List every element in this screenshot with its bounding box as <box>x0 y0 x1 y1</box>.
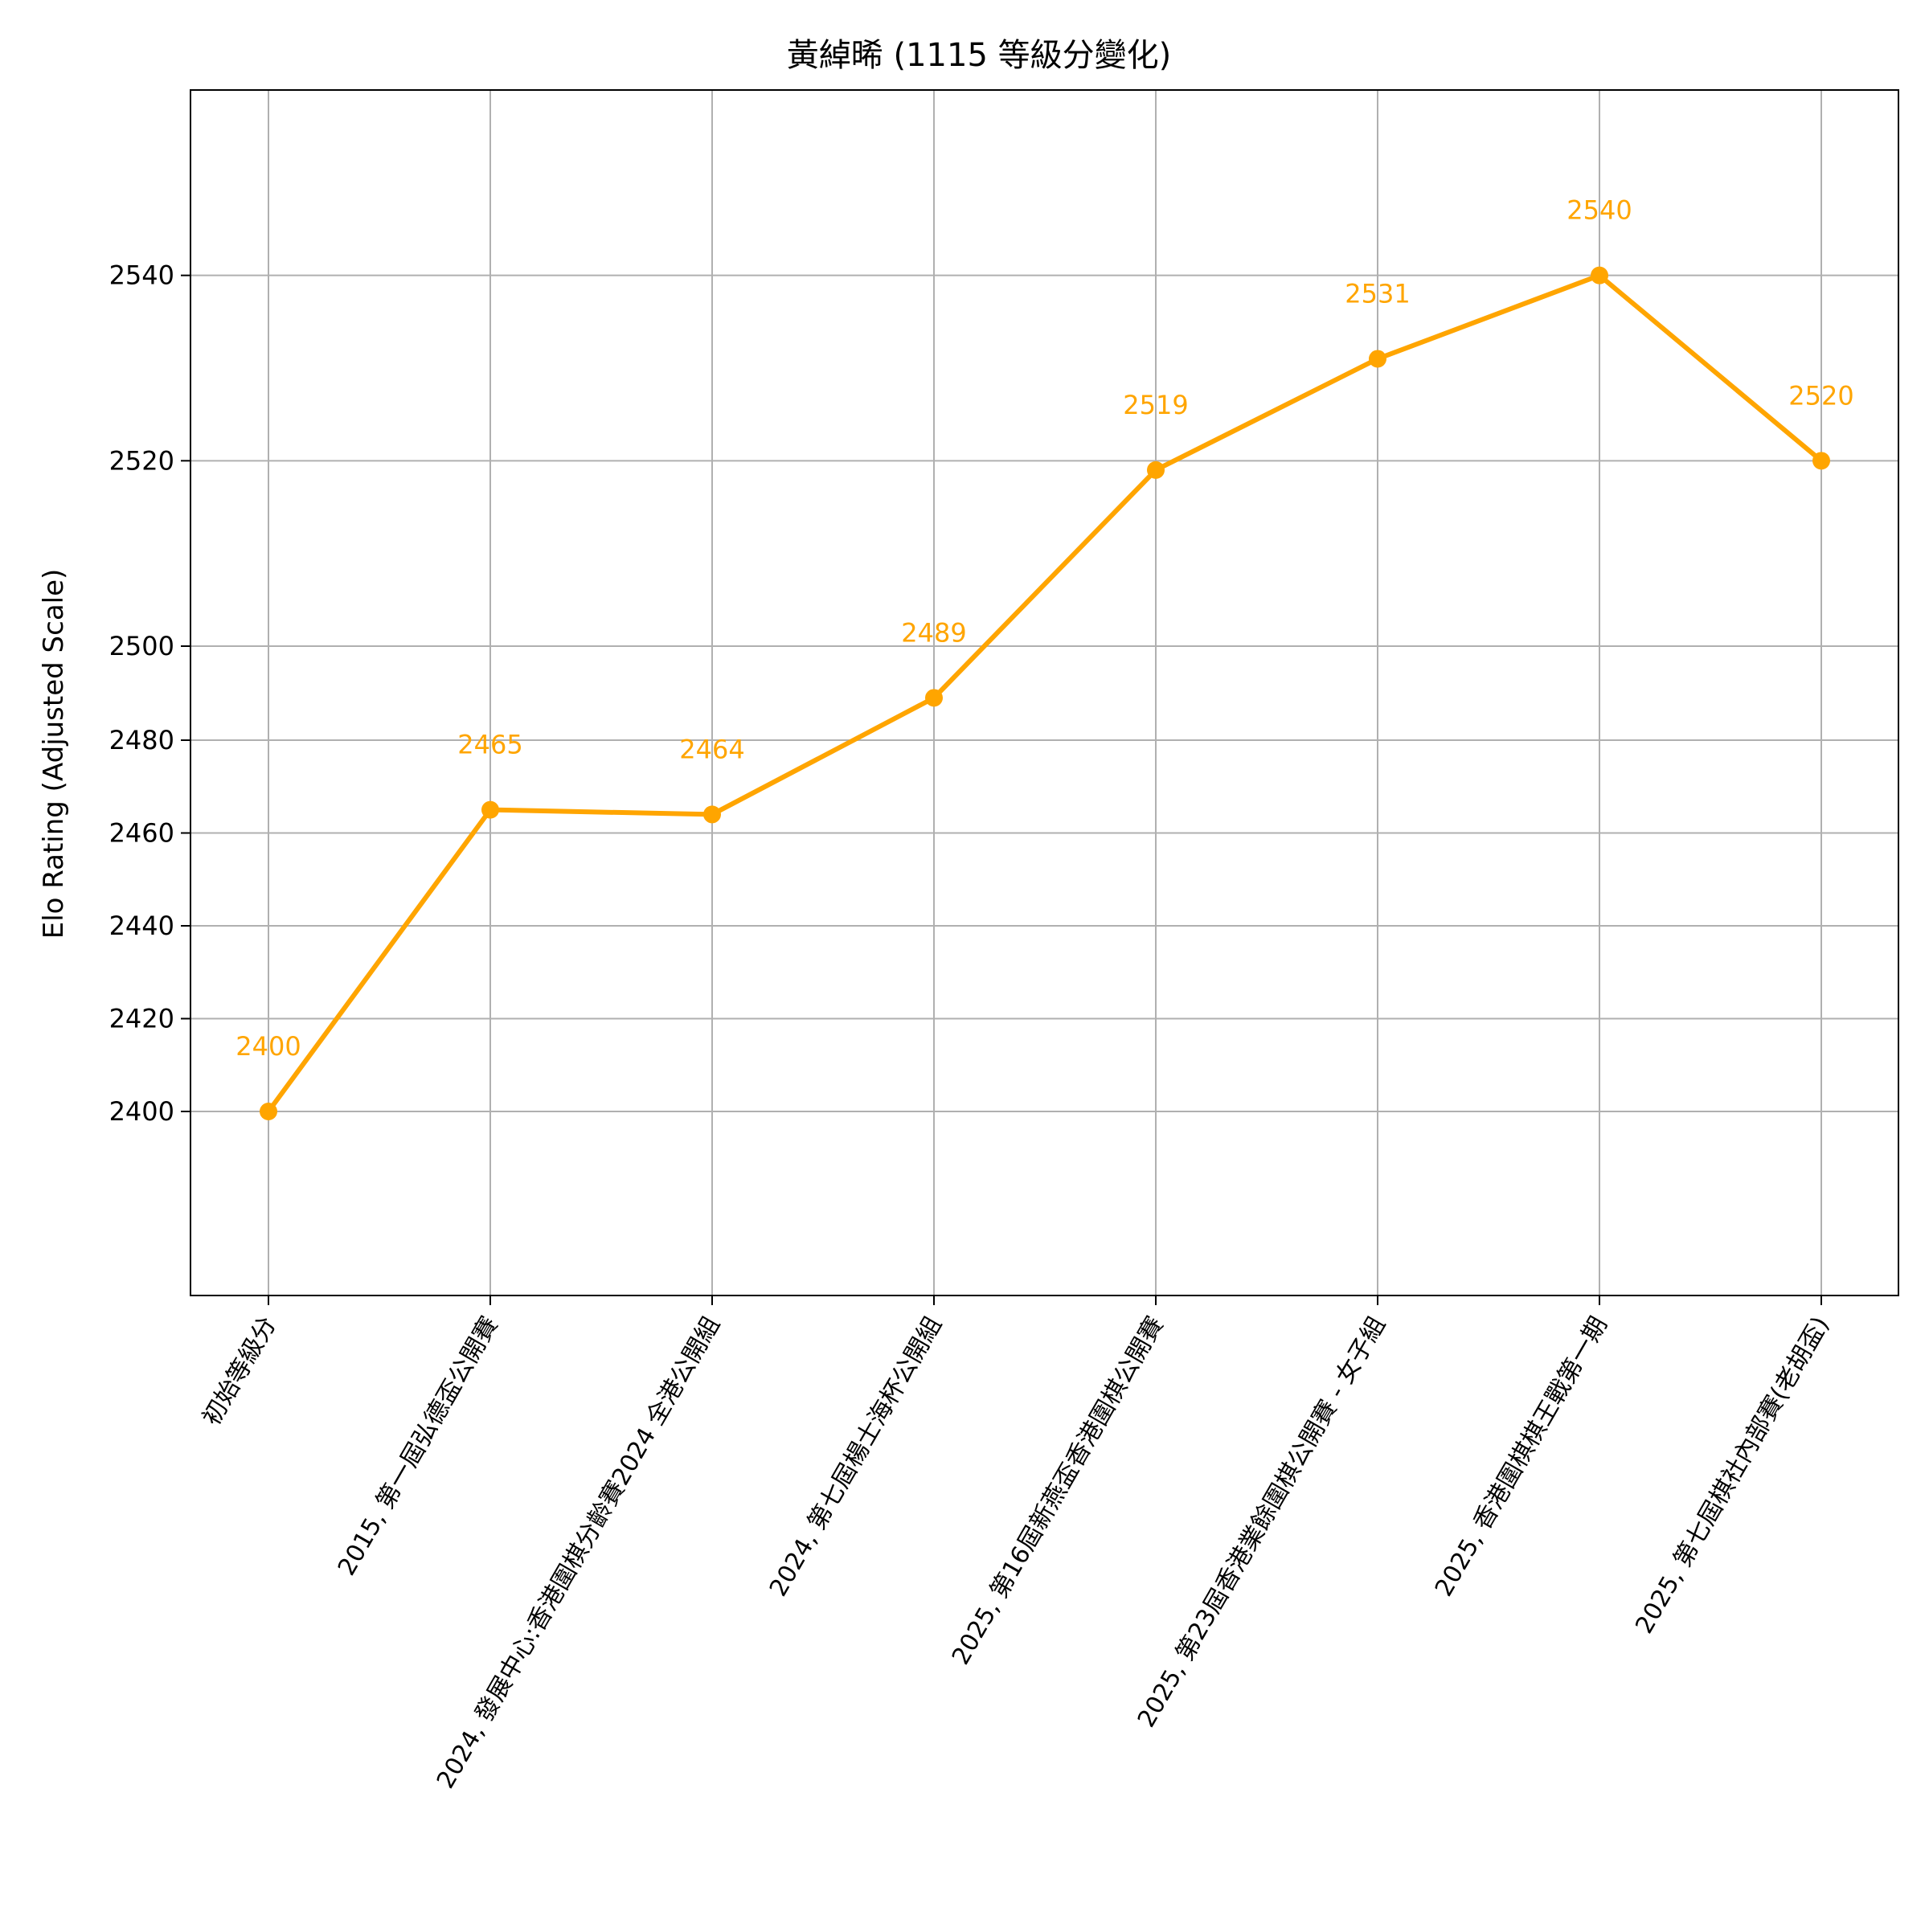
series-layer <box>260 266 1830 1120</box>
data-point <box>925 689 943 707</box>
label-layer: 2400 2465 2464 2489 2519 2531 2540 2520 <box>235 195 1853 1062</box>
data-label: 2400 <box>235 1031 301 1062</box>
data-label: 2520 <box>1788 380 1853 411</box>
series-line <box>266 272 1824 1114</box>
y-tick-label: 2540 <box>109 260 174 291</box>
data-point <box>703 805 721 824</box>
plot-frame <box>190 89 1899 1296</box>
data-label: 2464 <box>679 734 744 764</box>
data-point <box>1369 350 1386 368</box>
data-point <box>1591 266 1608 284</box>
data-label: 2465 <box>457 730 522 760</box>
data-label: 2531 <box>1345 278 1410 309</box>
data-point <box>260 1103 277 1120</box>
data-label: 2489 <box>901 617 966 648</box>
data-point <box>1812 452 1830 470</box>
data-point <box>481 800 499 819</box>
y-tick-label: 2420 <box>109 1004 174 1034</box>
data-point <box>1147 460 1165 479</box>
y-tick-label: 2500 <box>109 631 174 661</box>
y-tick-label: 2520 <box>109 445 174 476</box>
y-tick-label: 2440 <box>109 911 174 941</box>
y-axis-label: Elo Rating (Adjusted Scale) <box>38 569 70 939</box>
y-tick-label: 2460 <box>109 818 174 849</box>
data-label: 2519 <box>1123 390 1188 420</box>
y-tick-label: 2480 <box>109 725 174 755</box>
data-label: 2540 <box>1567 195 1632 226</box>
chart-title: 黃綽晞 (1115 等級分變化) <box>787 37 1171 74</box>
grid-layer <box>190 90 1898 1296</box>
y-tick-label: 2400 <box>109 1096 174 1127</box>
